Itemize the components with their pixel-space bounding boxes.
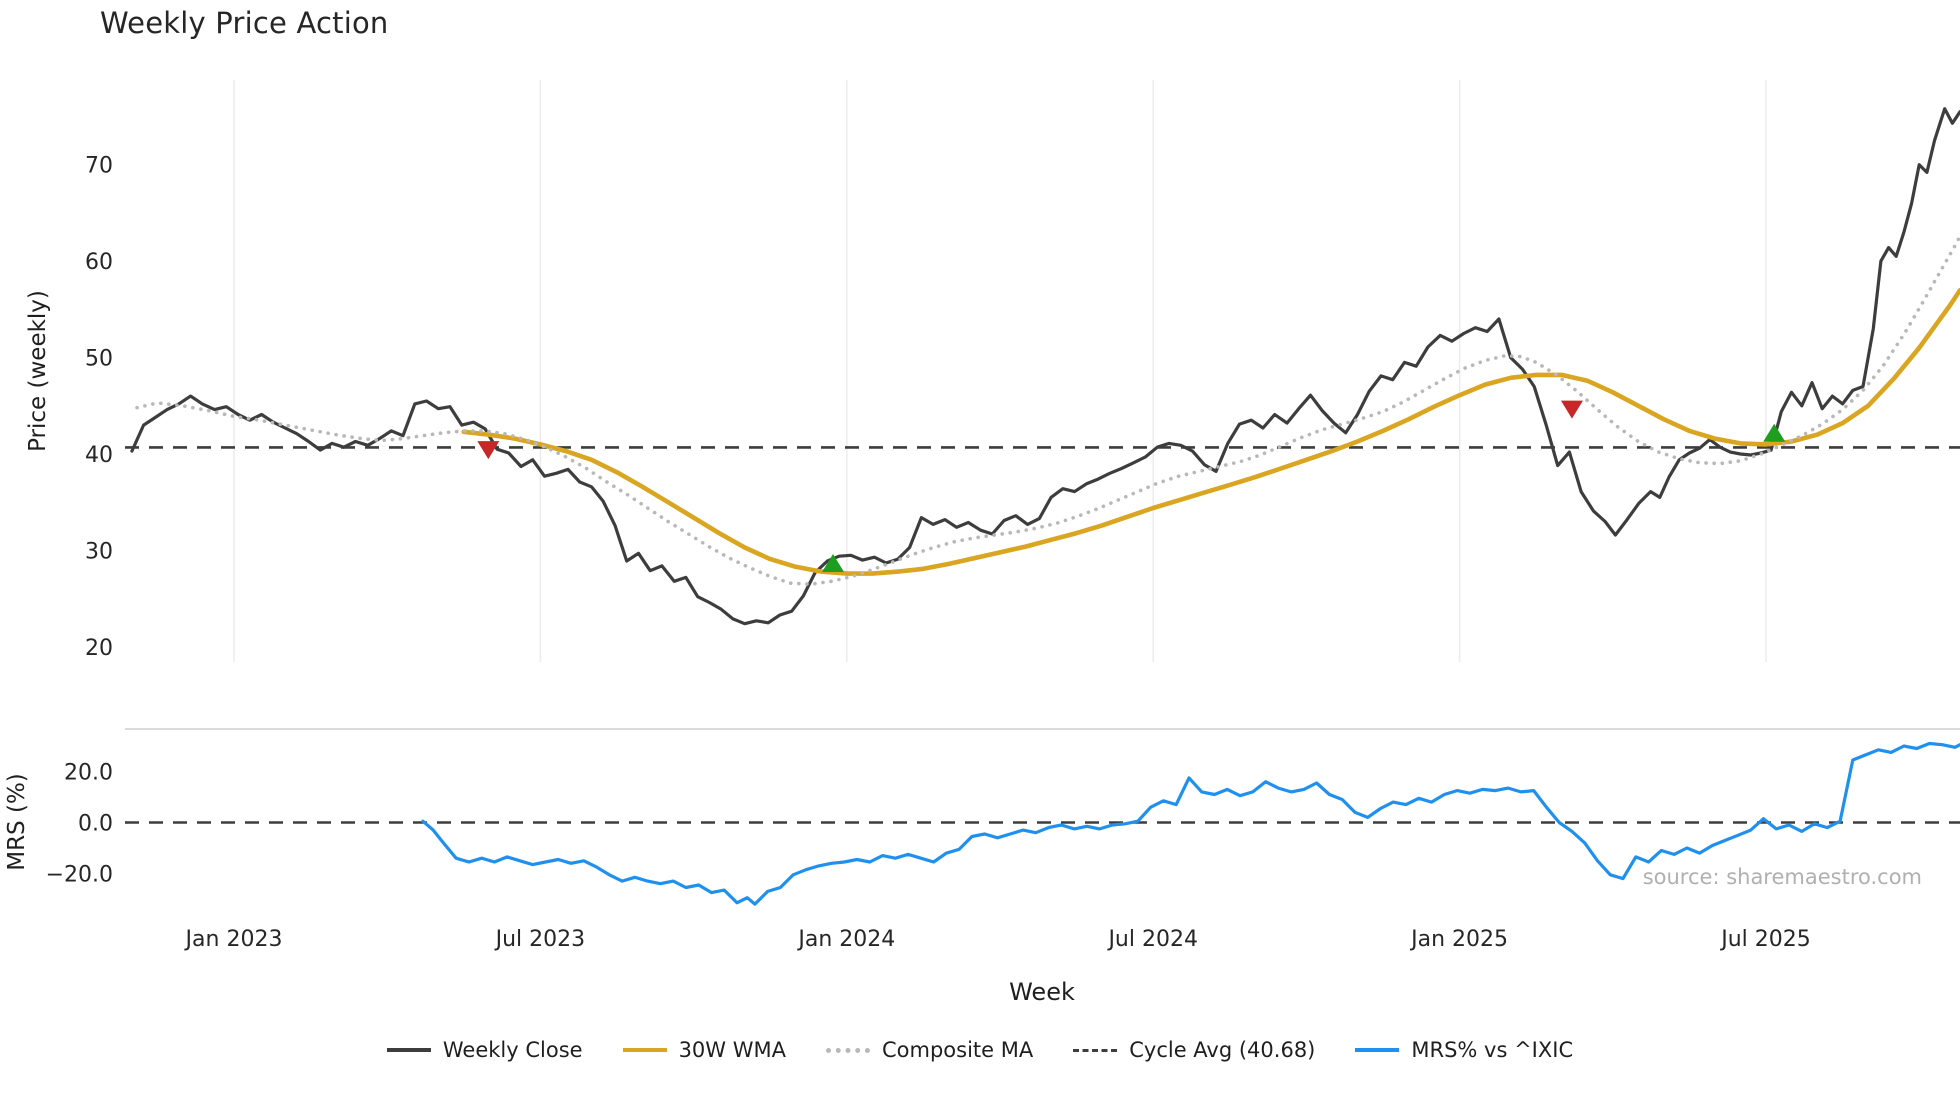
series-composite-ma [135, 234, 1960, 586]
series-mrs [421, 741, 1960, 906]
y-axis-title-price: Price (weekly) [25, 290, 51, 452]
legend-line-weekly-close-icon [386, 1048, 431, 1052]
buy-signal-icon [1763, 423, 1786, 442]
legend-label-weekly-close: Weekly Close [442, 1038, 583, 1062]
y-axis-title-mrs: MRS (%) [4, 773, 30, 871]
price-y-tick-label: 30 [85, 539, 113, 564]
gridlines [233, 80, 1767, 662]
legend-item-mrs: MRS% vs ^IXIC [1355, 1038, 1573, 1062]
x-tick-label: Jul 2024 [1106, 927, 1198, 952]
buy-signal-icon [822, 553, 845, 572]
x-tick-label: Jan 2024 [796, 927, 895, 952]
series-30w-wma [461, 287, 1960, 576]
axis-tick-labels: Jan 2023 Jul 2023 Jan 2024 Jul 2024 Jan 2025… [46, 154, 1811, 952]
signal-markers [477, 400, 1786, 572]
reference-lines [125, 446, 1960, 824]
price-y-tick-label: 20 [85, 636, 113, 661]
x-tick-label: Jan 2025 [1409, 927, 1508, 952]
legend-label-mrs: MRS% vs ^IXIC [1411, 1038, 1574, 1062]
price-y-tick-label: 60 [85, 250, 113, 275]
price-y-tick-label: 50 [85, 347, 113, 372]
sell-signal-icon [477, 441, 500, 460]
x-tick-label: Jan 2023 [184, 927, 283, 952]
mrs-y-tick-label: −20.0 [46, 863, 113, 888]
price-y-tick-label: 40 [85, 443, 113, 468]
legend-line-cycle-avg-icon [1073, 1048, 1118, 1052]
price-y-tick-label: 70 [85, 154, 113, 179]
legend-line-30w-wma-icon [622, 1048, 667, 1052]
legend-line-composite-ma-icon [825, 1047, 870, 1053]
x-axis-title: Week [1009, 978, 1075, 1006]
sell-signal-icon [1560, 400, 1583, 419]
source-text: source: sharemaestro.com [1643, 865, 1922, 889]
x-tick-label: Jul 2025 [1719, 927, 1811, 952]
legend-line-mrs-icon [1355, 1048, 1400, 1052]
price-chart: Jan 2023 Jul 2023 Jan 2024 Jul 2024 Jan 2025… [4, 80, 1960, 1006]
legend-label-30w-wma: 30W WMA [678, 1038, 786, 1062]
legend-item-cycle-avg: Cycle Avg (40.68) [1073, 1038, 1315, 1062]
legend-label-cycle-avg: Cycle Avg (40.68) [1129, 1038, 1316, 1062]
legend-item-30w-wma: 30W WMA [622, 1038, 786, 1062]
series-lines [130, 107, 1960, 906]
x-tick-label: Jul 2023 [494, 927, 586, 952]
legend-label-composite-ma: Composite MA [881, 1038, 1034, 1062]
chart-title: Weekly Price Action [100, 6, 389, 40]
legend-item-weekly-close: Weekly Close [386, 1038, 583, 1062]
mrs-y-tick-label: 20.0 [64, 761, 113, 786]
legend-item-composite-ma: Composite MA [825, 1038, 1034, 1062]
mrs-y-tick-label: 0.0 [78, 812, 113, 837]
chart-legend: Weekly Close 30W WMA Composite MA Cycle … [0, 1038, 1960, 1062]
series-weekly-close [130, 107, 1960, 626]
